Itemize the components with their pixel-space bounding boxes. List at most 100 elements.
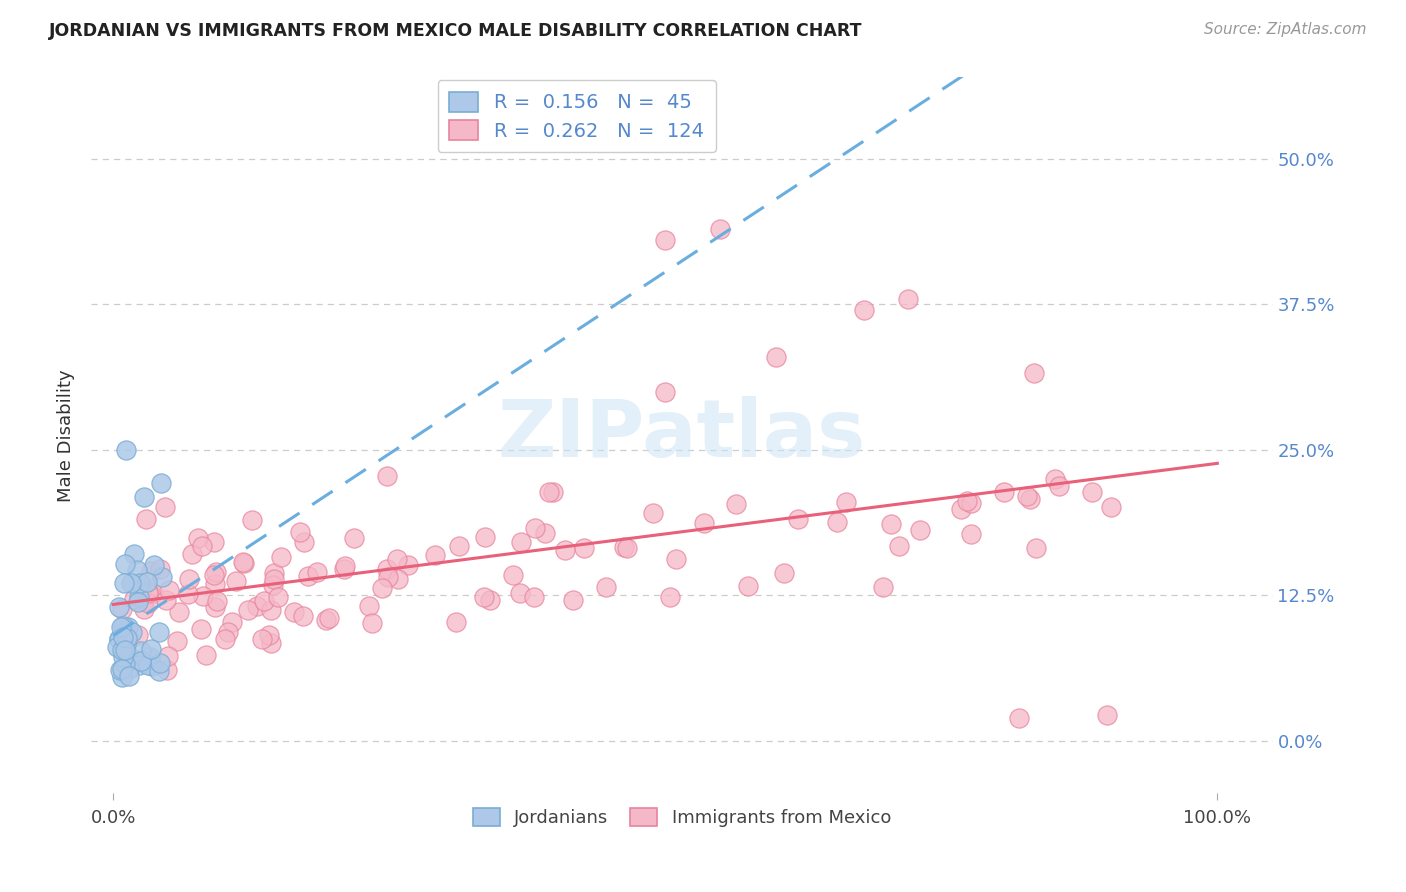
Immigrants from Mexico bbox=[658, 591, 681, 605]
Immigrants from Mexico bbox=[205, 594, 228, 608]
Immigrants from Mexico bbox=[786, 512, 808, 526]
Immigrants from Mexico bbox=[157, 582, 180, 597]
Immigrants from Mexico bbox=[112, 624, 135, 639]
Immigrants from Mexico bbox=[138, 586, 160, 600]
Jordanians bbox=[131, 655, 153, 669]
Immigrants from Mexico bbox=[613, 540, 636, 554]
Immigrants from Mexico bbox=[263, 566, 285, 581]
Text: ZIPatlas: ZIPatlas bbox=[498, 396, 866, 475]
Immigrants from Mexico bbox=[543, 485, 565, 500]
Immigrants from Mexico bbox=[155, 500, 177, 514]
Immigrants from Mexico bbox=[221, 615, 243, 630]
Immigrants from Mexico bbox=[595, 581, 617, 595]
Jordanians bbox=[111, 642, 134, 657]
Jordanians bbox=[120, 576, 142, 591]
Immigrants from Mexico bbox=[217, 625, 239, 640]
Immigrants from Mexico bbox=[111, 601, 134, 615]
Y-axis label: Male Disability: Male Disability bbox=[58, 369, 75, 501]
Jordanians bbox=[114, 575, 136, 590]
Immigrants from Mexico bbox=[179, 572, 201, 586]
Immigrants from Mexico bbox=[853, 303, 876, 318]
Jordanians bbox=[111, 649, 134, 664]
Jordanians bbox=[129, 576, 152, 591]
Immigrants from Mexico bbox=[135, 512, 157, 526]
Immigrants from Mexico bbox=[654, 234, 676, 248]
Immigrants from Mexico bbox=[240, 513, 263, 527]
Immigrants from Mexico bbox=[136, 583, 159, 598]
Jordanians bbox=[149, 656, 172, 670]
Immigrants from Mexico bbox=[139, 564, 162, 578]
Jordanians bbox=[111, 662, 134, 676]
Immigrants from Mexico bbox=[142, 586, 165, 600]
Immigrants from Mexico bbox=[725, 497, 748, 511]
Immigrants from Mexico bbox=[897, 292, 920, 306]
Jordanians bbox=[129, 644, 152, 658]
Immigrants from Mexico bbox=[262, 577, 284, 591]
Immigrants from Mexico bbox=[225, 574, 247, 588]
Jordanians bbox=[149, 475, 172, 490]
Immigrants from Mexico bbox=[533, 526, 555, 541]
Jordanians bbox=[125, 563, 148, 577]
Immigrants from Mexico bbox=[195, 648, 218, 662]
Immigrants from Mexico bbox=[156, 663, 179, 677]
Immigrants from Mexico bbox=[574, 541, 596, 555]
Jordanians bbox=[127, 595, 149, 609]
Immigrants from Mexico bbox=[765, 350, 787, 364]
Immigrants from Mexico bbox=[377, 570, 399, 584]
Immigrants from Mexico bbox=[283, 605, 305, 619]
Immigrants from Mexico bbox=[307, 565, 329, 579]
Immigrants from Mexico bbox=[371, 581, 394, 595]
Immigrants from Mexico bbox=[260, 636, 283, 650]
Jordanians bbox=[115, 636, 138, 650]
Immigrants from Mexico bbox=[205, 565, 228, 579]
Immigrants from Mexico bbox=[132, 602, 155, 616]
Immigrants from Mexico bbox=[297, 568, 319, 582]
Immigrants from Mexico bbox=[561, 593, 583, 607]
Immigrants from Mexico bbox=[993, 485, 1015, 500]
Immigrants from Mexico bbox=[361, 616, 384, 631]
Immigrants from Mexico bbox=[1019, 491, 1042, 506]
Immigrants from Mexico bbox=[155, 593, 177, 607]
Immigrants from Mexico bbox=[446, 615, 468, 630]
Immigrants from Mexico bbox=[250, 632, 273, 646]
Immigrants from Mexico bbox=[509, 586, 531, 600]
Jordanians bbox=[141, 658, 163, 673]
Jordanians bbox=[117, 620, 139, 634]
Immigrants from Mexico bbox=[124, 592, 146, 607]
Text: Source: ZipAtlas.com: Source: ZipAtlas.com bbox=[1204, 22, 1367, 37]
Jordanians bbox=[128, 658, 150, 673]
Immigrants from Mexico bbox=[523, 590, 546, 604]
Immigrants from Mexico bbox=[385, 552, 408, 566]
Immigrants from Mexico bbox=[1099, 500, 1122, 514]
Jordanians bbox=[117, 669, 139, 683]
Jordanians bbox=[132, 490, 155, 504]
Legend: Jordanians, Immigrants from Mexico: Jordanians, Immigrants from Mexico bbox=[465, 801, 898, 834]
Immigrants from Mexico bbox=[474, 590, 496, 604]
Jordanians bbox=[142, 558, 165, 573]
Jordanians bbox=[114, 643, 136, 657]
Immigrants from Mexico bbox=[246, 599, 269, 613]
Immigrants from Mexico bbox=[267, 590, 290, 604]
Jordanians bbox=[110, 620, 132, 634]
Immigrants from Mexico bbox=[1095, 708, 1118, 723]
Immigrants from Mexico bbox=[204, 577, 226, 591]
Immigrants from Mexico bbox=[956, 494, 979, 508]
Jordanians bbox=[115, 631, 138, 645]
Immigrants from Mexico bbox=[1017, 489, 1039, 503]
Immigrants from Mexico bbox=[318, 611, 340, 625]
Immigrants from Mexico bbox=[960, 496, 983, 510]
Immigrants from Mexico bbox=[202, 534, 225, 549]
Immigrants from Mexico bbox=[375, 562, 398, 576]
Immigrants from Mexico bbox=[1025, 541, 1047, 555]
Immigrants from Mexico bbox=[115, 648, 138, 662]
Immigrants from Mexico bbox=[523, 521, 546, 535]
Immigrants from Mexico bbox=[479, 592, 502, 607]
Immigrants from Mexico bbox=[232, 555, 254, 569]
Immigrants from Mexico bbox=[665, 551, 688, 566]
Immigrants from Mexico bbox=[132, 593, 155, 607]
Immigrants from Mexico bbox=[333, 559, 356, 574]
Immigrants from Mexico bbox=[257, 628, 280, 642]
Immigrants from Mexico bbox=[166, 634, 188, 648]
Immigrants from Mexico bbox=[1007, 711, 1029, 725]
Immigrants from Mexico bbox=[288, 524, 311, 539]
